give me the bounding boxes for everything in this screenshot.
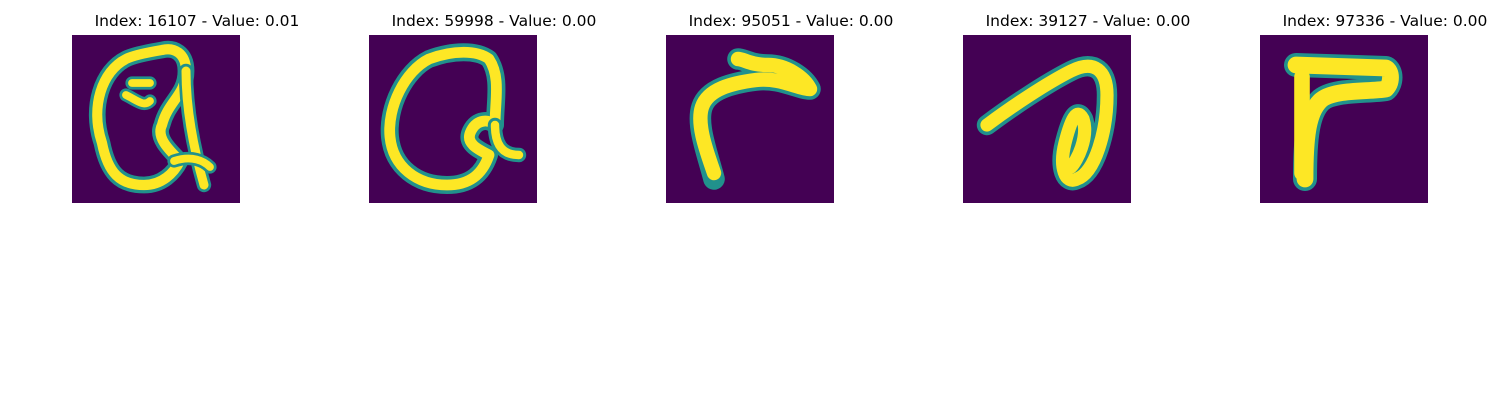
panel-title: Index: 16107 - Value: 0.01 (94, 12, 300, 30)
image-panel-3: Index: 95051 - Value: 0.00 (666, 0, 916, 210)
image-panel-2: Index: 59998 - Value: 0.00 (369, 0, 619, 210)
panel-title: Index: 95051 - Value: 0.00 (688, 12, 894, 30)
digit-image (963, 35, 1131, 203)
panel-title: Index: 39127 - Value: 0.00 (985, 12, 1191, 30)
panel-title: Index: 97336 - Value: 0.00 (1282, 12, 1488, 30)
digit-image (666, 35, 834, 203)
digit-image (369, 35, 537, 203)
panel-title: Index: 59998 - Value: 0.00 (391, 12, 597, 30)
digit-image (72, 35, 240, 203)
digit-image (1260, 35, 1428, 203)
image-panel-4: Index: 39127 - Value: 0.00 (963, 0, 1213, 210)
image-panel-1: Index: 16107 - Value: 0.01 (72, 0, 322, 210)
image-panel-5: Index: 97336 - Value: 0.00 (1260, 0, 1500, 210)
